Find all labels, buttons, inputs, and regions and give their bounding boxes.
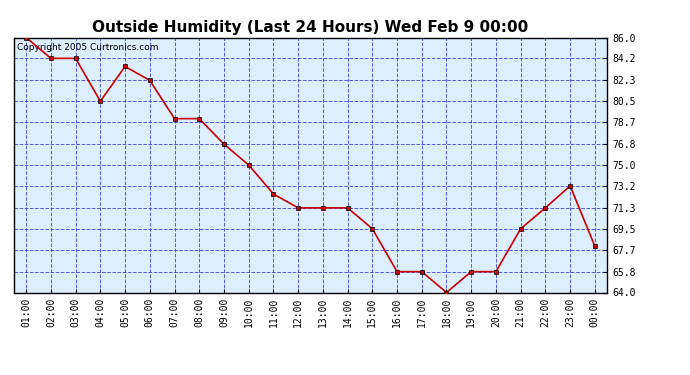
Text: Copyright 2005 Curtronics.com: Copyright 2005 Curtronics.com (17, 43, 158, 52)
Title: Outside Humidity (Last 24 Hours) Wed Feb 9 00:00: Outside Humidity (Last 24 Hours) Wed Feb… (92, 20, 529, 35)
